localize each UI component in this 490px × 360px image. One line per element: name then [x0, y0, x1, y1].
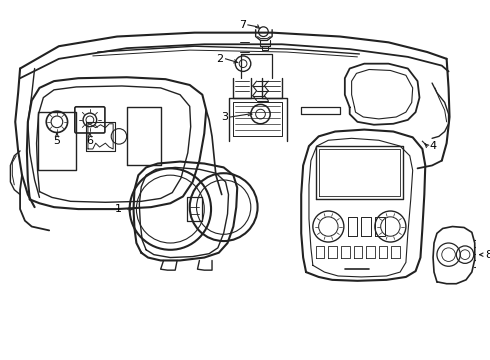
Text: 2: 2 [217, 54, 223, 64]
Text: 1: 1 [115, 204, 122, 214]
Text: 7: 7 [239, 20, 246, 30]
Text: 4: 4 [429, 141, 436, 151]
Text: 6: 6 [86, 136, 94, 146]
Text: 5: 5 [53, 136, 60, 146]
Text: 3: 3 [221, 112, 228, 122]
Text: 8: 8 [486, 249, 490, 260]
